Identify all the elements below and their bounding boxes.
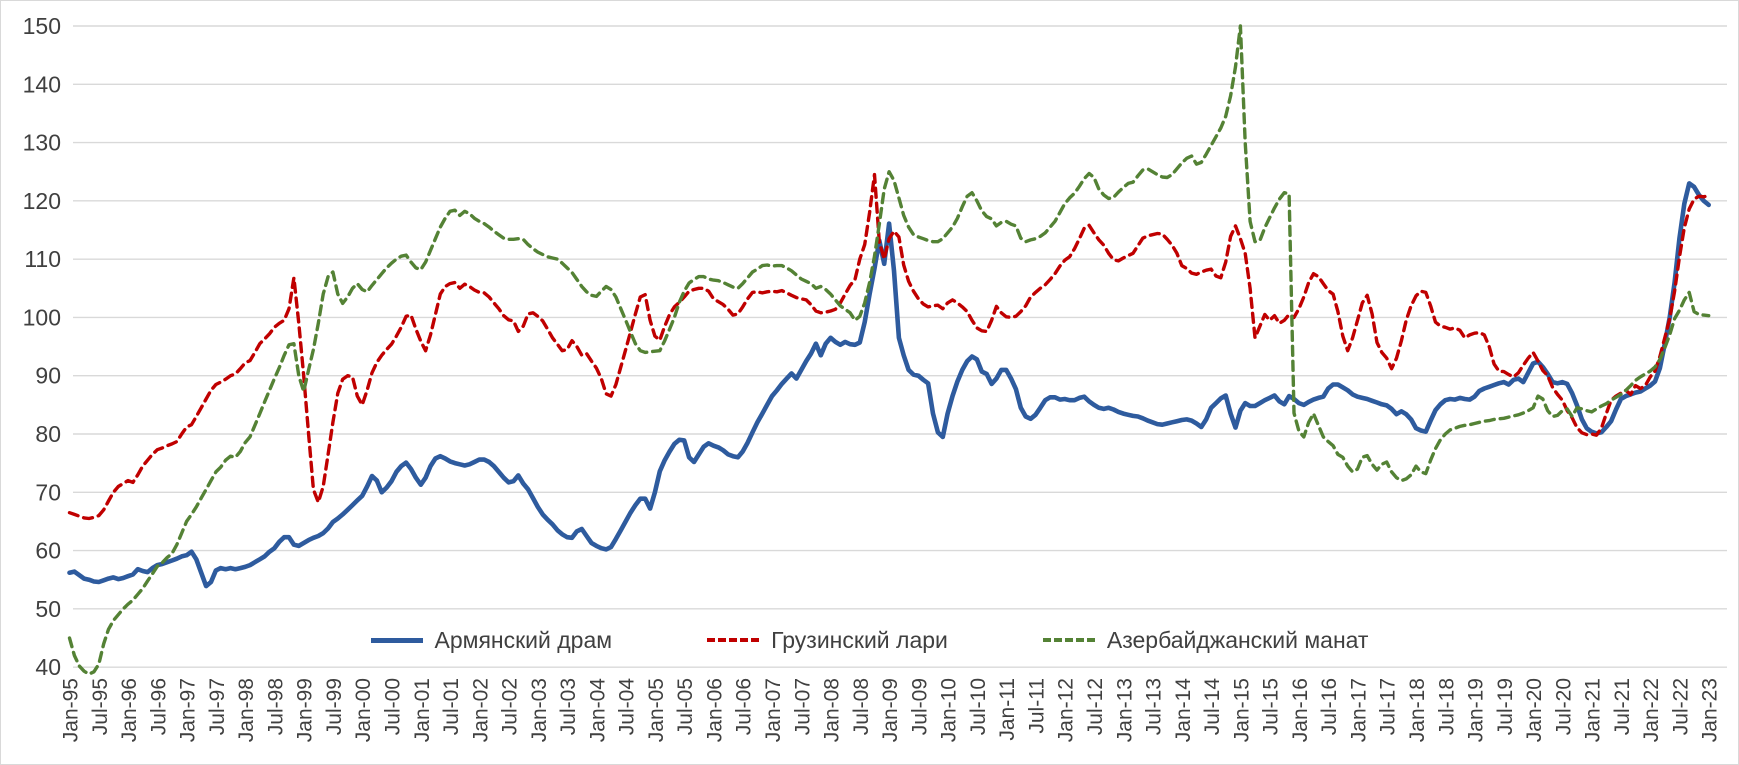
svg-text:Jan-96: Jan-96 <box>118 678 141 742</box>
svg-text:Jul-12: Jul-12 <box>1084 678 1107 735</box>
svg-text:Jul-20: Jul-20 <box>1552 678 1575 735</box>
svg-text:Jan-04: Jan-04 <box>586 678 609 743</box>
svg-text:Jul-09: Jul-09 <box>908 678 931 735</box>
svg-text:110: 110 <box>24 246 61 272</box>
svg-text:Jan-23: Jan-23 <box>1699 678 1722 742</box>
svg-text:Jan-16: Jan-16 <box>1289 678 1312 742</box>
series-armenian-dram-line <box>67 181 1711 589</box>
svg-text:Jan-09: Jan-09 <box>879 678 902 742</box>
svg-text:Jan-10: Jan-10 <box>938 678 961 742</box>
svg-text:140: 140 <box>23 71 61 97</box>
svg-text:60: 60 <box>35 538 61 564</box>
svg-text:Jul-02: Jul-02 <box>499 678 522 735</box>
svg-text:Jan-17: Jan-17 <box>1347 678 1370 742</box>
svg-text:Jul-10: Jul-10 <box>967 678 990 735</box>
svg-text:Jan-11: Jan-11 <box>996 678 1019 741</box>
svg-text:Jul-05: Jul-05 <box>674 678 697 735</box>
svg-text:Jul-16: Jul-16 <box>1318 678 1341 735</box>
svg-text:Jul-14: Jul-14 <box>1201 678 1224 736</box>
svg-text:Jan-21: Jan-21 <box>1582 678 1605 742</box>
svg-text:Jul-98: Jul-98 <box>264 678 287 735</box>
svg-text:Jan-05: Jan-05 <box>645 678 668 742</box>
svg-text:Jul-21: Jul-21 <box>1611 678 1634 735</box>
svg-text:Jan-06: Jan-06 <box>703 678 726 742</box>
svg-text:Jul-00: Jul-00 <box>381 678 404 735</box>
svg-text:Jan-03: Jan-03 <box>528 678 551 742</box>
svg-text:Jul-08: Jul-08 <box>850 678 873 735</box>
svg-text:50: 50 <box>35 596 61 622</box>
svg-text:Jan-98: Jan-98 <box>235 678 258 742</box>
series-azerbaijani-manat-line <box>67 24 1711 676</box>
svg-text:Jul-07: Jul-07 <box>791 678 814 735</box>
svg-text:Jan-99: Jan-99 <box>294 678 317 742</box>
svg-text:120: 120 <box>23 188 61 214</box>
svg-text:150: 150 <box>23 13 61 39</box>
svg-text:Jul-96: Jul-96 <box>147 678 170 735</box>
svg-text:Jul-04: Jul-04 <box>616 678 639 736</box>
svg-text:Jan-15: Jan-15 <box>1230 678 1253 742</box>
svg-text:Jul-22: Jul-22 <box>1669 678 1692 735</box>
svg-text:Jul-15: Jul-15 <box>1260 678 1283 735</box>
svg-text:Jan-13: Jan-13 <box>1113 678 1136 742</box>
svg-text:Jan-97: Jan-97 <box>177 678 200 742</box>
svg-text:130: 130 <box>23 130 61 156</box>
svg-text:Jan-95: Jan-95 <box>60 678 83 742</box>
svg-text:Jul-13: Jul-13 <box>1143 678 1166 735</box>
svg-text:Jan-02: Jan-02 <box>469 678 492 742</box>
svg-text:40: 40 <box>35 654 61 680</box>
svg-text:Jan-20: Jan-20 <box>1523 678 1546 742</box>
svg-text:Jul-99: Jul-99 <box>323 678 346 735</box>
svg-text:Jan-12: Jan-12 <box>1055 678 1078 742</box>
svg-text:Jul-06: Jul-06 <box>733 678 756 735</box>
svg-text:90: 90 <box>35 363 61 389</box>
svg-text:Jan-22: Jan-22 <box>1640 678 1663 742</box>
svg-text:Jan-00: Jan-00 <box>352 678 375 742</box>
svg-text:70: 70 <box>35 479 61 505</box>
svg-text:Jul-19: Jul-19 <box>1494 678 1517 735</box>
svg-text:Jul-17: Jul-17 <box>1377 678 1400 735</box>
svg-text:Jan-08: Jan-08 <box>821 678 844 742</box>
svg-text:80: 80 <box>35 421 61 447</box>
svg-text:Jul-97: Jul-97 <box>206 678 229 735</box>
svg-text:Jan-19: Jan-19 <box>1465 678 1488 742</box>
svg-text:Jul-95: Jul-95 <box>89 678 112 735</box>
svg-text:Jul-03: Jul-03 <box>557 678 580 735</box>
svg-text:100: 100 <box>23 304 61 330</box>
svg-text:Jul-01: Jul-01 <box>440 678 463 735</box>
svg-text:Jan-07: Jan-07 <box>762 678 785 742</box>
svg-text:Jan-18: Jan-18 <box>1406 678 1429 742</box>
svg-text:Jan-14: Jan-14 <box>1172 678 1195 743</box>
svg-text:Jan-01: Jan-01 <box>411 678 434 742</box>
svg-text:Jul-18: Jul-18 <box>1435 678 1458 735</box>
series-georgian-lari-line <box>67 172 1711 521</box>
svg-text:Jul-11: Jul-11 <box>1025 678 1048 734</box>
